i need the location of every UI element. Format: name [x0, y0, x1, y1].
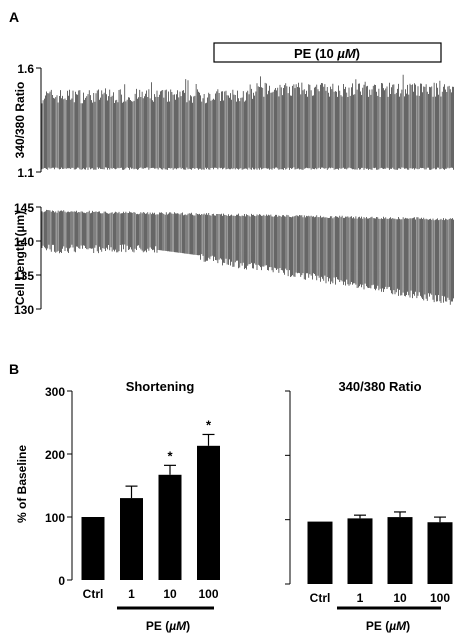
ratio-bars-bar-100 — [427, 522, 453, 584]
ratio-bars-bar-10 — [387, 517, 413, 584]
shortening-x-tick-label: 10 — [163, 587, 177, 601]
shortening-y-tick-label: 200 — [45, 448, 65, 462]
shortening-bar-1 — [120, 498, 143, 580]
length-trace-tick-label-135: 135 — [14, 269, 34, 283]
shortening-bar-Ctrl — [81, 517, 105, 580]
ratio-bars-x-tick-label: 100 — [430, 591, 450, 605]
length-trace-line — [41, 209, 454, 305]
ratio-trace-y-label: 340/380 Ratio — [13, 82, 27, 159]
length-trace-y-label: Cell Length (µm) — [13, 211, 27, 305]
ratio-trace-chart: 1.6 1.1 340/380 Ratio — [13, 62, 454, 180]
shortening-y-tick-label: 100 — [45, 511, 65, 525]
shortening-pe-caption: PE (µM) — [146, 619, 190, 633]
ratio-bar-chart: 340/380 Ratio Ctrl 1 10 100 — [285, 379, 453, 605]
shortening-x-tick-label: 1 — [128, 587, 135, 601]
pe-treatment-box — [213, 42, 442, 63]
ratio-bars-bar-1 — [347, 518, 373, 584]
shortening-bar-10 — [158, 474, 182, 580]
ratio-trace-tick-label-bottom: 1.1 — [17, 166, 34, 180]
ratio-bars-x-tick-label: 10 — [393, 591, 407, 605]
shortening-y-label: % of Baseline — [15, 445, 29, 523]
length-trace-tick-label-145: 145 — [14, 201, 34, 215]
length-trace-tick-label-130: 130 — [14, 303, 34, 317]
ratio-bars-title: 340/380 Ratio — [338, 379, 421, 394]
shortening-y-tick-label: 300 — [45, 385, 65, 399]
shortening-x-tick-label: 100 — [198, 587, 218, 601]
shortening-x-tick-label: Ctrl — [83, 587, 104, 601]
shortening-bar-chart: Shortening % of Baseline 300 200 100 0 Ctrl 1… — [15, 379, 220, 601]
ratio-bars-x-tick-label: 1 — [357, 591, 364, 605]
shortening-significance-star: * — [206, 417, 212, 432]
ratio-pe-caption: PE (µM) — [366, 619, 410, 633]
length-trace-chart: 145 140 135 130 Cell Length (µm) — [13, 201, 454, 317]
panel-a-label: A — [9, 9, 19, 25]
shortening-significance-star: * — [167, 448, 173, 463]
shortening-title: Shortening — [126, 379, 195, 394]
length-trace-tick-label-140: 140 — [14, 235, 34, 249]
ratio-trace-tick-label-top: 1.6 — [17, 62, 34, 76]
ratio-bars-x-tick-label: Ctrl — [310, 591, 331, 605]
shortening-y-tick-label: 0 — [58, 574, 65, 588]
shortening-bar-100 — [197, 445, 220, 580]
ratio-bars-bar-Ctrl — [307, 521, 333, 584]
panel-b-label: B — [9, 361, 19, 377]
pe-treatment-label: PE (10 µM) — [294, 46, 360, 61]
ratio-trace-line — [41, 74, 454, 170]
